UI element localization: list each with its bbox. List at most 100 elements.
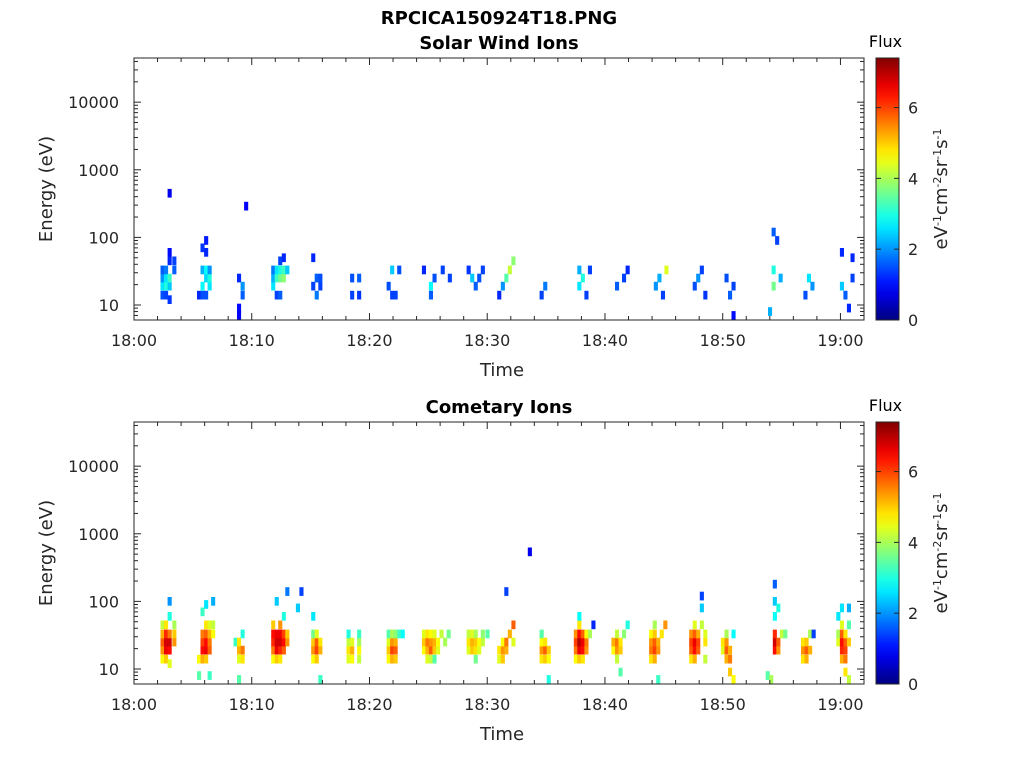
heatmap-cell: [428, 629, 433, 639]
heatmap-cell: [580, 637, 585, 647]
heatmap-cell: [318, 645, 323, 655]
heatmap-cell: [204, 273, 209, 283]
heatmap-cell: [204, 248, 209, 257]
heatmap-cell: [577, 620, 582, 630]
heatmap-cell: [772, 629, 777, 639]
heatmap-cell: [233, 637, 238, 647]
heatmap-cell: [470, 629, 475, 639]
colorbar-tick-label: 4: [908, 169, 918, 188]
heatmap-cell: [731, 281, 736, 291]
heatmap-cell: [580, 645, 585, 655]
heatmap-cell: [350, 273, 355, 283]
heatmap-cell: [783, 629, 788, 639]
heatmap-cell: [274, 654, 279, 664]
heatmap-cell: [167, 256, 172, 266]
heatmap-cell: [278, 654, 283, 664]
heatmap-cell: [728, 654, 733, 664]
heatmap-cell: [507, 265, 512, 275]
heatmap-cell: [274, 290, 279, 300]
heatmap-cell: [649, 629, 654, 639]
x-tick-label: 18:40: [582, 331, 628, 350]
heatmap-cell: [397, 265, 402, 275]
x-tick-label: 19:00: [817, 695, 863, 714]
heatmap-cell: [771, 265, 776, 275]
heatmap-cell: [278, 290, 283, 300]
heatmap-cell: [511, 620, 516, 630]
heatmap-cell: [204, 637, 209, 647]
heatmap-cell: [539, 645, 544, 655]
heatmap-cell: [314, 637, 319, 647]
heatmap-cell: [386, 629, 391, 639]
heatmap-cell: [731, 675, 736, 684]
heatmap-cell: [285, 587, 290, 596]
heatmap-cell: [278, 273, 283, 283]
axes-frame: [133, 421, 865, 685]
heatmap-cell: [311, 654, 316, 664]
heatmap-cell: [470, 645, 475, 655]
heatmap-cell: [769, 675, 774, 684]
heatmap-cell: [207, 281, 212, 291]
heatmap-cell: [507, 629, 512, 639]
heatmap-cell: [699, 591, 704, 601]
heatmap-cell: [577, 654, 582, 664]
heatmap-cell: [164, 654, 169, 664]
heatmap-cell: [504, 645, 509, 655]
heatmap-cell: [622, 273, 627, 283]
colorbar-tick-label: 0: [908, 675, 918, 694]
heatmap-cell: [167, 659, 172, 668]
heatmap-cell: [618, 645, 623, 655]
heatmap-cell: [584, 637, 589, 647]
unit-exponent: -1: [931, 149, 944, 160]
heatmap-cell: [271, 637, 276, 647]
heatmap-cell: [657, 273, 662, 283]
heatmap-cell: [839, 248, 844, 257]
heatmap-cell: [573, 637, 578, 647]
heatmap-cell: [421, 629, 426, 639]
figure-title: RPCICA150924T18.PNG: [381, 8, 617, 29]
heatmap-cell: [577, 612, 582, 621]
heatmap-cell: [160, 629, 165, 639]
heatmap-cell: [350, 645, 355, 655]
heatmap-cell: [466, 629, 471, 639]
heatmap-cell: [497, 645, 502, 655]
unit-part: sr: [931, 159, 952, 176]
heatmap-cell: [699, 265, 704, 275]
heatmap-cell: [843, 637, 848, 647]
heatmap-cell: [546, 645, 551, 655]
y-axis-label: Energy (eV): [36, 136, 57, 242]
heatmap-cell: [689, 645, 694, 655]
heatmap-cell: [160, 273, 165, 283]
heatmap-cell: [543, 654, 548, 664]
heatmap-cell: [577, 281, 582, 291]
heatmap-cell: [480, 637, 485, 647]
heatmap-cell: [801, 637, 806, 647]
y-tick-label: 10000: [68, 457, 119, 476]
x-tick-label: 18:30: [464, 331, 510, 350]
heatmap-cell: [393, 290, 398, 300]
heatmap-cell: [357, 637, 362, 647]
heatmap-cell: [432, 645, 437, 655]
heatmap-cell: [397, 629, 402, 639]
colorbar: [875, 57, 900, 321]
heatmap-cell: [692, 654, 697, 664]
heatmap-cell: [311, 281, 316, 291]
unit-part: eV: [931, 225, 952, 249]
heatmap-cell: [577, 645, 582, 655]
x-tick-label: 18:20: [346, 331, 392, 350]
x-axis-label: Time: [479, 724, 524, 745]
heatmap-cell: [160, 265, 165, 275]
heatmap-cell: [200, 243, 205, 253]
heatmap-cell: [765, 671, 770, 680]
heatmap-cell: [160, 281, 165, 291]
heatmap-cell: [731, 629, 736, 639]
heatmap-cell: [731, 311, 736, 320]
x-tick-label: 18:00: [111, 331, 157, 350]
heatmap-cell: [776, 637, 781, 647]
heatmap-cell: [432, 654, 437, 664]
heatmap-cell: [839, 629, 844, 639]
heatmap-cell: [244, 201, 249, 211]
heatmap-cell: [357, 290, 362, 300]
heatmap-cell: [466, 645, 471, 655]
heatmap-cell: [703, 654, 708, 664]
heatmap-cell: [211, 629, 216, 639]
